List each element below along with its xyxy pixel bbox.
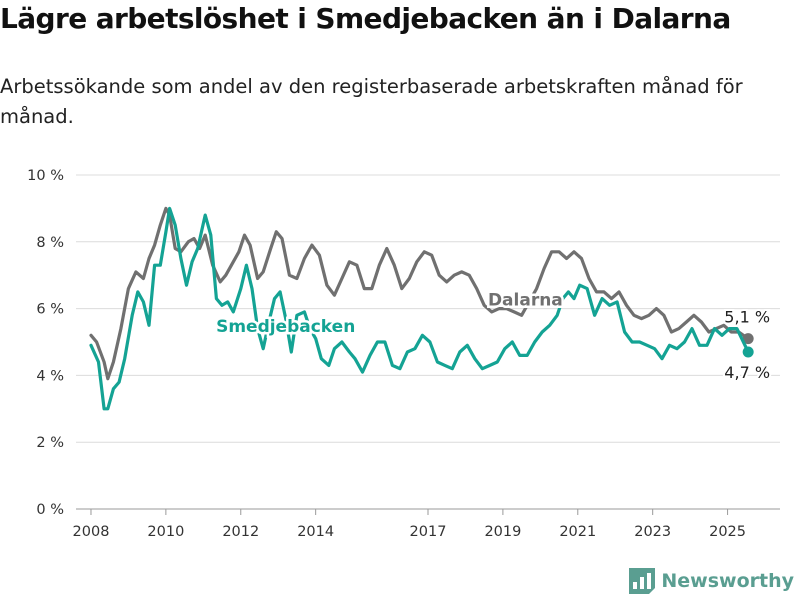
brand-logo: Newsworthy [629, 568, 794, 594]
line-chart: 0 % 2 % 4 % 6 % 8 % 10 % 2008 2010 2012 2014 2017… [27, 168, 780, 540]
series-label-dalarna: Dalarna [488, 290, 563, 310]
x-axis: 2008 2010 2012 2014 2017 2019 2021 2023 2025 [73, 509, 746, 540]
y-tick-label: 4 % [36, 368, 64, 384]
x-tick-label: 2023 [634, 524, 671, 540]
series-label-smedjebacken: Smedjebacken [216, 317, 355, 337]
end-value-label-dalarna: 5,1 % [724, 308, 770, 327]
y-tick-label: 2 % [36, 435, 64, 451]
x-tick-label: 2017 [410, 524, 447, 540]
y-tick-label: 6 % [36, 302, 64, 318]
end-value-label-smedjebacken: 4,7 % [724, 363, 770, 382]
newsworthy-logo-icon [629, 568, 656, 594]
x-tick-label: 2025 [709, 524, 746, 540]
chart-title: Lägre arbetslöshet i Smedjebacken än i D… [0, 2, 731, 35]
x-tick-label: 2010 [147, 524, 184, 540]
y-tick-label: 10 % [27, 168, 64, 184]
brand-name: Newsworthy [661, 570, 794, 592]
series-lines [89, 206, 754, 411]
x-tick-label: 2021 [559, 524, 596, 540]
chart-labels: Dalarna Smedjebacken 5,1 % 4,7 % [214, 288, 772, 384]
series-line-smedjebacken [89, 206, 750, 411]
x-tick-label: 2008 [73, 524, 110, 540]
end-point-smedjebacken [742, 346, 754, 358]
series-line-dalarna [89, 206, 750, 381]
x-tick-label: 2014 [297, 524, 334, 540]
end-point-dalarna [742, 333, 754, 345]
grid-lines: 0 % 2 % 4 % 6 % 8 % 10 % [27, 168, 780, 518]
x-tick-label: 2019 [484, 524, 521, 540]
chart-subtitle: Arbetssökande som andel av den registerb… [0, 75, 743, 128]
x-tick-label: 2012 [222, 524, 259, 540]
y-tick-label: 0 % [36, 502, 64, 518]
y-tick-label: 8 % [36, 235, 64, 251]
